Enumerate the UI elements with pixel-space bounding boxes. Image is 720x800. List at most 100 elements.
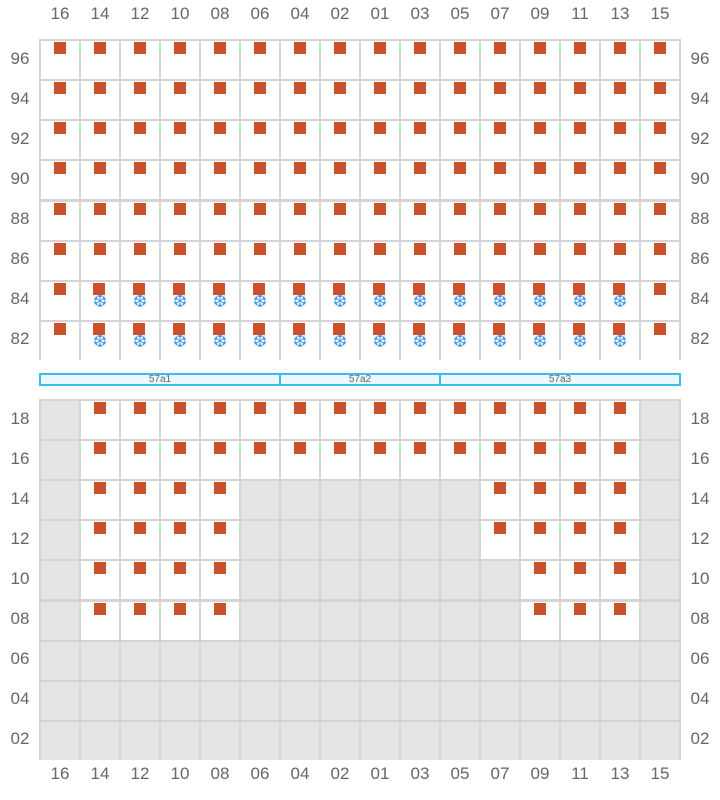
seat-cell[interactable]: ❆ [321,281,359,320]
seat-cell[interactable] [601,601,639,640]
seat-cell[interactable] [281,201,319,240]
seat-cell[interactable] [601,81,639,120]
seat-cell[interactable] [201,401,239,439]
seat-cell[interactable] [41,161,79,200]
seat-cell[interactable]: ❆ [441,321,479,360]
seat-cell[interactable] [361,201,399,240]
seat-cell[interactable] [601,481,639,520]
seat-cell[interactable] [281,441,319,480]
seat-cell[interactable] [521,561,559,600]
seat-cell[interactable] [481,481,519,520]
seat-cell[interactable]: ❆ [201,281,239,320]
seat-cell[interactable] [521,161,559,200]
seat-cell[interactable]: ❆ [241,321,279,360]
seat-cell[interactable] [41,81,79,120]
seat-cell[interactable] [361,121,399,160]
seat-cell[interactable] [121,161,159,200]
seat-cell[interactable] [601,441,639,480]
seat-cell[interactable] [521,201,559,240]
seat-cell[interactable] [401,41,439,79]
seat-cell[interactable] [241,81,279,120]
seat-cell[interactable] [121,121,159,160]
seat-cell[interactable] [41,321,79,360]
seat-cell[interactable] [81,41,119,79]
seat-cell[interactable] [121,201,159,240]
seat-cell[interactable] [561,201,599,240]
seat-cell[interactable] [161,41,199,79]
seat-cell[interactable] [521,601,559,640]
seat-cell[interactable] [81,481,119,520]
seat-cell[interactable] [481,521,519,560]
seat-cell[interactable] [521,521,559,560]
seat-cell[interactable] [561,81,599,120]
seat-cell[interactable] [81,201,119,240]
seat-cell[interactable] [401,401,439,439]
seat-cell[interactable]: ❆ [241,281,279,320]
seat-cell[interactable] [441,81,479,120]
seat-cell[interactable] [361,441,399,480]
seat-cell[interactable] [241,241,279,280]
seat-cell[interactable] [441,401,479,439]
seat-cell[interactable] [161,601,199,640]
seat-cell[interactable] [441,201,479,240]
seat-cell[interactable] [241,201,279,240]
seat-cell[interactable] [161,441,199,480]
seat-cell[interactable] [281,81,319,120]
seat-cell[interactable] [81,241,119,280]
seat-cell[interactable] [201,241,239,280]
seat-cell[interactable] [201,521,239,560]
seat-cell[interactable] [481,241,519,280]
seat-cell[interactable] [561,121,599,160]
seat-cell[interactable] [321,441,359,480]
seat-cell[interactable] [561,401,599,439]
seat-cell[interactable] [601,121,639,160]
seat-cell[interactable]: ❆ [521,281,559,320]
seat-cell[interactable]: ❆ [201,321,239,360]
seat-cell[interactable] [161,401,199,439]
seat-cell[interactable]: ❆ [281,281,319,320]
seat-cell[interactable] [521,481,559,520]
seat-cell[interactable]: ❆ [401,321,439,360]
seat-cell[interactable] [561,601,599,640]
seat-cell[interactable] [441,121,479,160]
seat-cell[interactable] [121,561,159,600]
seat-cell[interactable] [121,41,159,79]
seat-cell[interactable] [641,201,679,240]
seat-cell[interactable] [41,41,79,79]
seat-cell[interactable] [561,441,599,480]
seat-cell[interactable] [441,441,479,480]
seat-cell[interactable] [201,161,239,200]
seat-cell[interactable] [121,401,159,439]
seat-cell[interactable]: ❆ [81,321,119,360]
seat-cell[interactable] [201,441,239,480]
seat-cell[interactable] [601,521,639,560]
seat-cell[interactable] [561,161,599,200]
seat-cell[interactable] [521,121,559,160]
seat-cell[interactable] [121,481,159,520]
seat-cell[interactable] [281,241,319,280]
seat-cell[interactable] [201,121,239,160]
seat-cell[interactable]: ❆ [601,321,639,360]
seat-cell[interactable] [361,81,399,120]
seat-cell[interactable] [561,481,599,520]
seat-cell[interactable] [41,241,79,280]
seat-cell[interactable] [81,161,119,200]
seat-cell[interactable]: ❆ [561,321,599,360]
seat-cell[interactable] [81,441,119,480]
seat-cell[interactable] [201,481,239,520]
seat-cell[interactable]: ❆ [361,281,399,320]
seat-cell[interactable]: ❆ [521,321,559,360]
seat-cell[interactable] [641,81,679,120]
seat-cell[interactable] [161,481,199,520]
seat-cell[interactable] [321,81,359,120]
seat-cell[interactable] [481,401,519,439]
seat-cell[interactable]: ❆ [281,321,319,360]
seat-cell[interactable]: ❆ [441,281,479,320]
section-band[interactable]: 57a3 [439,373,681,386]
seat-cell[interactable] [561,241,599,280]
seat-cell[interactable] [321,121,359,160]
seat-cell[interactable] [281,41,319,79]
seat-cell[interactable] [81,121,119,160]
seat-cell[interactable] [81,561,119,600]
seat-cell[interactable] [121,81,159,120]
